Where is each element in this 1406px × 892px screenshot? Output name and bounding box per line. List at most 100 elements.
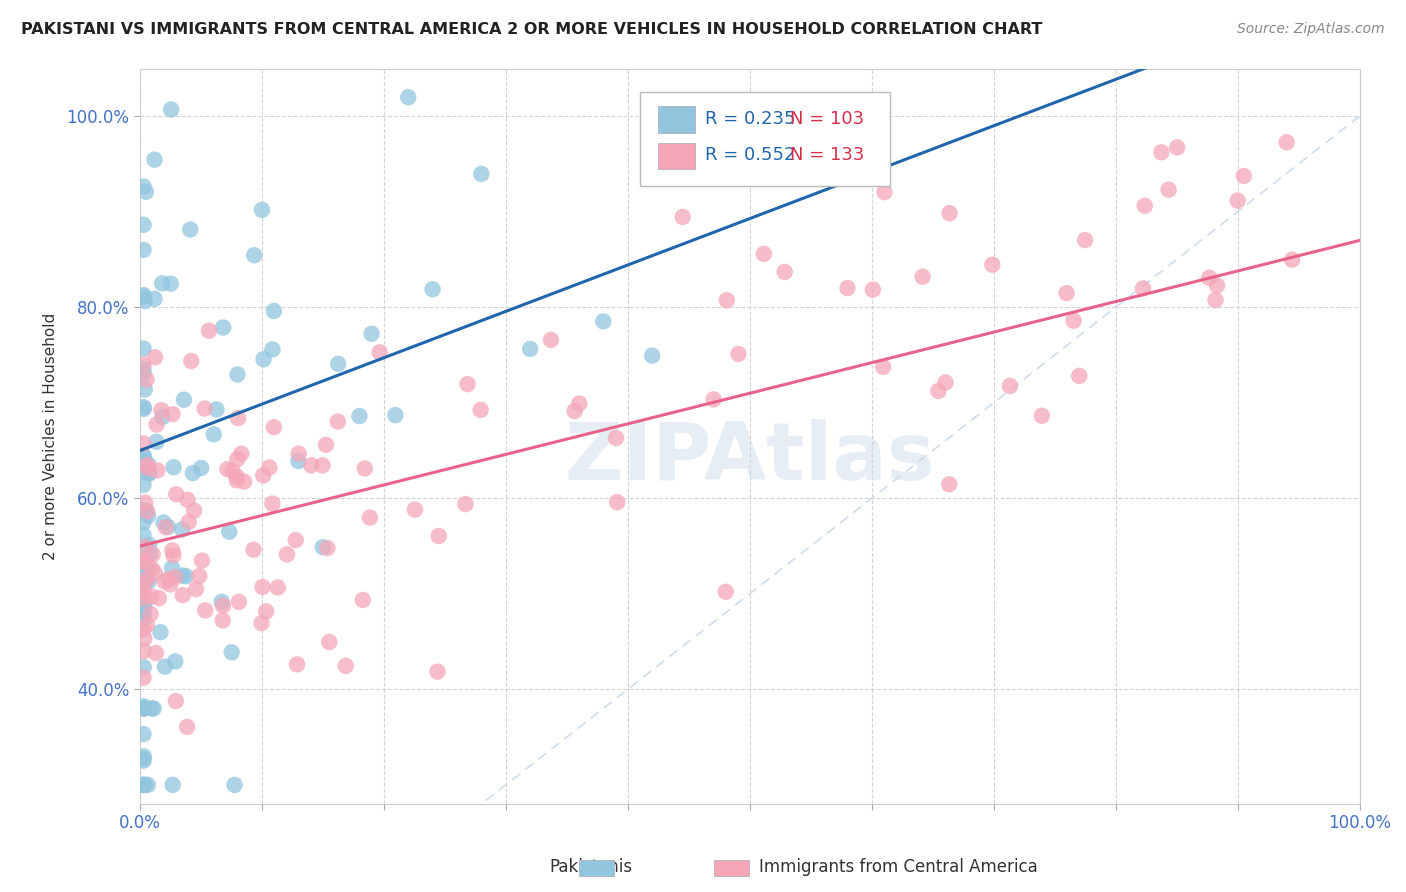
Point: [132, 727, 155, 741]
Text: ZIPAtlas: ZIPAtlas: [564, 419, 935, 498]
Point: [132, 515, 155, 529]
Point: [1157, 183, 1180, 197]
Point: [176, 492, 198, 507]
Point: [136, 508, 159, 523]
Point: [132, 603, 155, 617]
Text: Source: ZipAtlas.com: Source: ZipAtlas.com: [1237, 22, 1385, 37]
Point: [1166, 140, 1188, 154]
Point: [211, 599, 233, 613]
Point: [938, 477, 960, 491]
Point: [132, 660, 155, 674]
Point: [316, 541, 339, 555]
Point: [132, 465, 155, 479]
Point: [132, 612, 155, 626]
Point: [221, 645, 243, 659]
Point: [145, 417, 167, 432]
Point: [136, 778, 159, 792]
Point: [143, 566, 166, 581]
Point: [564, 404, 586, 418]
Point: [134, 576, 156, 591]
Point: [134, 383, 156, 397]
Point: [132, 576, 155, 591]
Point: [132, 564, 155, 578]
Point: [162, 543, 184, 558]
Point: [873, 185, 896, 199]
Point: [132, 540, 155, 554]
Point: [190, 461, 212, 475]
Point: [134, 632, 156, 646]
Point: [211, 613, 233, 627]
Point: [1056, 286, 1078, 301]
Point: [212, 320, 235, 334]
Point: [132, 701, 155, 715]
Point: [132, 778, 155, 792]
Point: [837, 281, 859, 295]
Point: [470, 402, 492, 417]
Point: [457, 377, 479, 392]
Point: [233, 475, 256, 489]
Point: [179, 222, 201, 236]
Point: [132, 778, 155, 792]
Point: [132, 454, 155, 468]
Point: [242, 542, 264, 557]
Point: [132, 243, 155, 257]
Point: [132, 478, 155, 492]
Point: [360, 326, 382, 341]
Point: [267, 581, 290, 595]
Point: [132, 623, 155, 637]
Point: [132, 754, 155, 768]
Point: [132, 699, 155, 714]
Point: [605, 431, 627, 445]
Point: [568, 396, 591, 410]
Point: [202, 427, 225, 442]
Text: Pakistanis: Pakistanis: [550, 858, 633, 876]
Point: [250, 202, 273, 217]
Point: [263, 304, 285, 318]
Point: [352, 593, 374, 607]
Point: [132, 598, 155, 612]
Point: [349, 409, 371, 423]
Point: [160, 561, 183, 575]
Point: [132, 362, 155, 376]
Point: [141, 701, 163, 715]
Point: [132, 367, 155, 381]
Point: [359, 510, 381, 524]
Point: [252, 580, 274, 594]
Point: [540, 333, 562, 347]
Point: [228, 595, 250, 609]
Point: [162, 407, 184, 421]
Point: [703, 392, 725, 407]
Point: [592, 314, 614, 328]
Point: [159, 277, 181, 291]
Point: [299, 458, 322, 473]
Point: [935, 376, 957, 390]
Point: [173, 392, 195, 407]
Point: [135, 573, 157, 587]
Point: [162, 460, 184, 475]
Point: [142, 701, 165, 715]
Point: [1233, 169, 1256, 183]
Point: [134, 701, 156, 715]
Point: [396, 90, 419, 104]
Point: [335, 659, 357, 673]
Point: [146, 463, 169, 477]
Point: [141, 590, 163, 604]
Point: [132, 342, 155, 356]
Point: [132, 449, 155, 463]
Point: [136, 560, 159, 574]
Point: [1132, 281, 1154, 295]
Point: [188, 569, 211, 583]
Point: [132, 554, 155, 568]
Point: [174, 569, 197, 583]
Point: [221, 464, 243, 478]
Point: [132, 644, 155, 658]
Point: [152, 516, 174, 530]
Point: [132, 503, 155, 517]
Point: [1198, 270, 1220, 285]
Point: [160, 103, 183, 117]
Point: [981, 258, 1004, 272]
Point: [1205, 293, 1227, 307]
Point: [183, 503, 205, 517]
Point: [132, 401, 155, 416]
Point: [165, 694, 187, 708]
